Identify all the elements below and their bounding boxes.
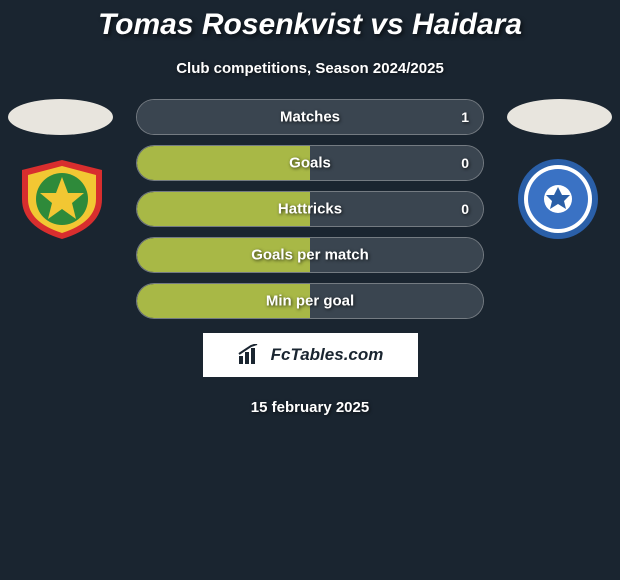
stat-label: Matches [280,109,340,126]
stat-row: Goals per match [136,237,484,273]
stat-value-right: 1 [461,109,469,125]
stat-label: Min per goal [266,293,354,310]
brand-text: FcTables.com [271,345,384,365]
footer-date: 15 february 2025 [0,399,620,416]
stat-label: Hattricks [278,201,342,218]
brand-chart-icon [237,344,265,366]
stats-area: Matches 1 Goals 0 Hattricks 0 Goals per match M… [0,99,620,319]
stat-label: Goals [289,155,331,172]
stat-fill-right [310,146,483,180]
stat-value-right: 0 [461,201,469,217]
club-badge-left [12,157,112,242]
stat-row: Matches 1 [136,99,484,135]
stat-fill-left [137,146,310,180]
stat-row: Goals 0 [136,145,484,181]
comparison-infographic: Tomas Rosenkvist vs Haidara Club competi… [0,0,620,580]
stat-rows: Matches 1 Goals 0 Hattricks 0 Goals per match M… [136,99,484,319]
brand-box: FcTables.com [203,333,418,377]
stat-row: Hattricks 0 [136,191,484,227]
page-subtitle: Club competitions, Season 2024/2025 [0,60,620,77]
stat-value-right: 0 [461,155,469,171]
stat-label: Goals per match [251,247,369,264]
player-avatar-left [8,99,113,135]
page-title: Tomas Rosenkvist vs Haidara [0,0,620,42]
club-badge-right [508,157,608,242]
player-avatar-right [507,99,612,135]
stat-row: Min per goal [136,283,484,319]
